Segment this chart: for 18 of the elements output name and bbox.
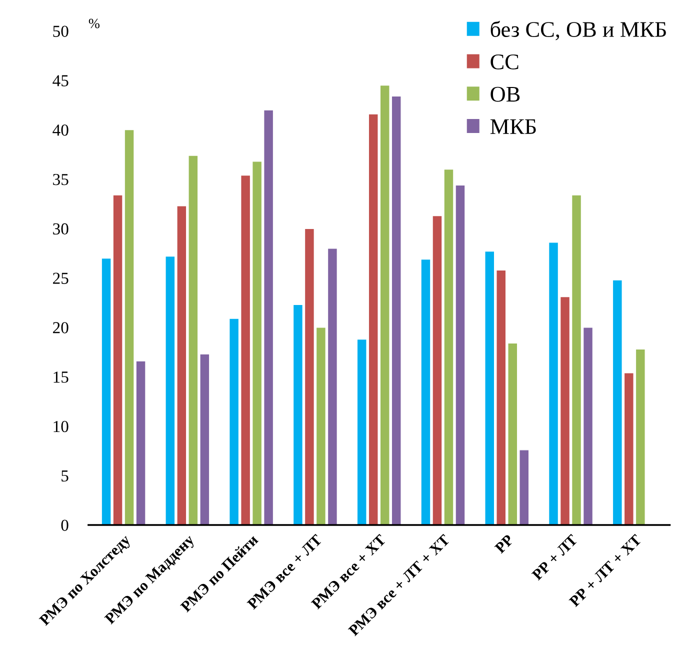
y-axis-title: % [88,18,100,28]
y-tick-label: 25 [53,272,68,284]
legend-label: МКБ [490,119,536,134]
y-tick-label: 10 [54,420,68,432]
y-tick-label: 35 [53,174,68,186]
y-tick-label: 40 [52,124,68,136]
y-tick-label: 15 [54,372,68,383]
y-tick-label: 5 [62,470,68,482]
x-tick-label: РР [494,534,514,554]
legend-label: ОВ [490,86,520,102]
legend-label: без СС, ОВ и МКБ [490,20,666,40]
y-tick-label: 0 [61,520,68,531]
y-tick-label: 20 [53,322,68,334]
y-tick-label: 45 [52,75,68,86]
y-tick-label: 30 [53,223,68,235]
legend-label: СС [490,54,518,70]
x-tick-label: РР + ЛТ [531,534,578,581]
y-tick-label: 50 [53,26,68,37]
